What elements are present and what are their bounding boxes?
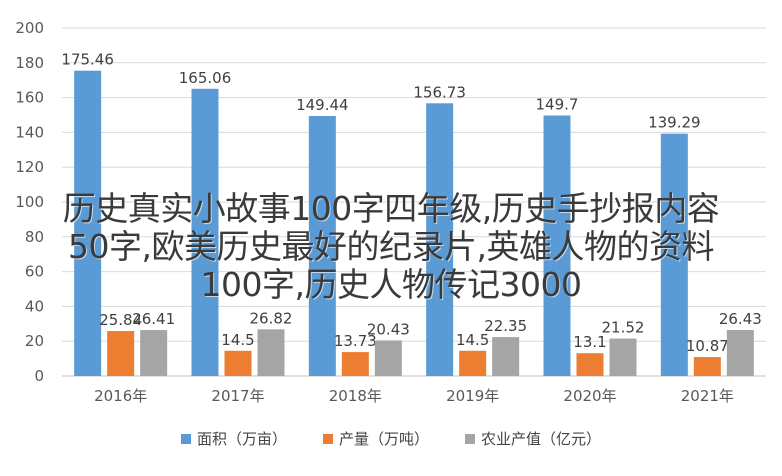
y-tick-label: 20	[25, 332, 44, 350]
legend-swatch-output	[322, 433, 333, 444]
data-label: 149.44	[296, 96, 349, 114]
data-label: 20.43	[367, 320, 410, 338]
data-label: 26.82	[250, 309, 293, 327]
legend-swatch-area	[180, 433, 191, 444]
data-label: 156.73	[413, 83, 466, 101]
data-label: 21.52	[602, 319, 645, 337]
legend-label-area: 面积（万亩）	[196, 430, 287, 448]
data-label: 25.84	[99, 311, 142, 329]
y-tick-label: 80	[25, 228, 44, 246]
bar	[609, 338, 637, 376]
bar	[224, 350, 252, 376]
data-label: 10.87	[686, 337, 729, 355]
bar	[191, 88, 219, 377]
bar	[107, 331, 135, 376]
bar	[140, 330, 168, 376]
bar	[341, 352, 369, 376]
y-tick-label: 0	[34, 367, 44, 385]
legend-item-value: 农业产值（亿元）	[465, 428, 601, 449]
data-label: 14.5	[221, 331, 254, 349]
legend-item-area: 面积（万亩）	[180, 428, 287, 449]
legend-item-output: 产量（万吨）	[322, 428, 429, 449]
data-label: 139.29	[648, 114, 701, 132]
data-label: 14.5	[456, 331, 489, 349]
x-tick-label: 2018年	[329, 387, 382, 405]
x-tick-label: 2017年	[211, 387, 264, 405]
bar	[576, 353, 604, 376]
bar	[726, 330, 754, 376]
legend: 面积（万亩） 产量（万吨） 农业产值（亿元）	[0, 428, 782, 449]
data-label: 26.43	[719, 310, 762, 328]
bar	[543, 115, 571, 376]
x-tick-label: 2020年	[563, 387, 616, 405]
data-label: 149.7	[536, 96, 579, 114]
bar	[426, 103, 454, 377]
data-label: 26.41	[132, 310, 175, 328]
bar	[74, 70, 102, 377]
bar	[308, 115, 336, 377]
x-tick-label: 2019年	[446, 387, 499, 405]
bar	[459, 350, 487, 376]
data-label: 165.06	[179, 69, 232, 87]
y-tick-label: 100	[15, 193, 44, 211]
x-tick-label: 2016年	[94, 387, 147, 405]
y-tick-label: 120	[15, 158, 44, 176]
bar	[693, 357, 721, 376]
bar	[660, 133, 688, 376]
y-tick-label: 200	[15, 19, 44, 37]
y-tick-label: 60	[25, 263, 44, 281]
data-label: 13.1	[573, 333, 606, 351]
data-label: 13.73	[334, 332, 377, 350]
legend-label-value: 农业产值（亿元）	[481, 430, 602, 448]
data-label: 175.46	[61, 51, 114, 69]
y-tick-label: 140	[15, 123, 44, 141]
y-tick-label: 40	[25, 297, 44, 315]
data-label: 22.35	[484, 317, 527, 335]
legend-label-output: 产量（万吨）	[338, 430, 429, 448]
bar	[492, 337, 520, 376]
x-tick-label: 2021年	[681, 387, 734, 405]
y-tick-label: 180	[15, 54, 44, 72]
bar	[374, 340, 402, 376]
legend-swatch-value	[465, 433, 475, 444]
bar	[257, 329, 285, 376]
y-tick-label: 160	[15, 89, 44, 107]
